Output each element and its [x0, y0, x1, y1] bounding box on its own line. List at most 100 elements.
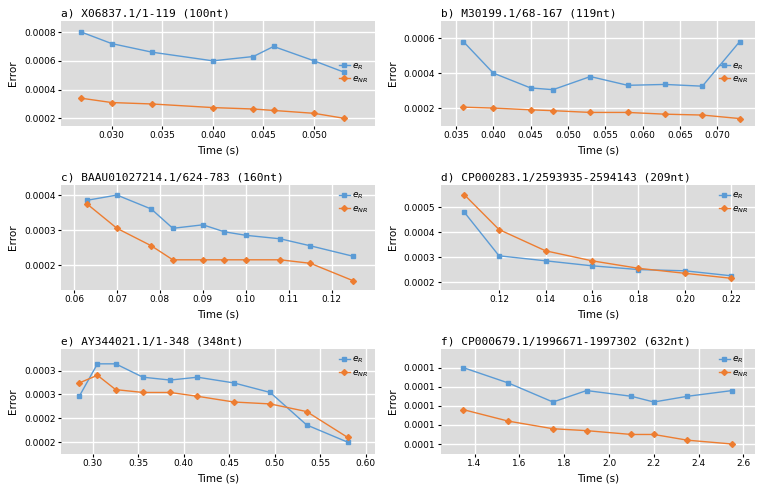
$e_R$ [727, 273, 736, 279]
$e_{NR}$ [504, 418, 513, 424]
$e_{NR}$ [683, 437, 692, 443]
Line: $e_R$: $e_R$ [462, 210, 733, 278]
$e_R$ [241, 232, 250, 238]
$e_R$ [147, 49, 156, 55]
Y-axis label: Error: Error [8, 224, 18, 250]
$e_{NR}$ [306, 260, 315, 266]
Text: f) CP000679.1/1996671-1997302 (632nt): f) CP000679.1/1996671-1997302 (632nt) [441, 337, 691, 346]
$e_R$ [249, 54, 258, 60]
Y-axis label: Error: Error [388, 224, 398, 250]
Text: d) CP000283.1/2593935-2594143 (209nt): d) CP000283.1/2593935-2594143 (209nt) [441, 173, 691, 183]
$e_{NR}$ [112, 225, 121, 231]
$e_{NR}$ [193, 393, 202, 399]
$e_{NR}$ [229, 399, 238, 405]
$e_{NR}$ [138, 390, 147, 396]
$e_R$ [266, 390, 275, 396]
$e_{NR}$ [549, 108, 558, 114]
X-axis label: Time (s): Time (s) [577, 309, 619, 320]
$e_{NR}$ [541, 248, 550, 254]
$e_R$ [698, 83, 707, 89]
$e_R$ [340, 69, 349, 75]
$e_{NR}$ [310, 110, 319, 116]
$e_R$ [649, 399, 658, 405]
$e_{NR}$ [649, 431, 658, 437]
X-axis label: Time (s): Time (s) [197, 146, 239, 155]
$e_R$ [661, 82, 670, 88]
X-axis label: Time (s): Time (s) [197, 309, 239, 320]
X-axis label: Time (s): Time (s) [577, 474, 619, 484]
Line: $e_R$: $e_R$ [85, 193, 356, 258]
$e_{NR}$ [220, 257, 229, 263]
$e_{NR}$ [75, 380, 84, 386]
$e_R$ [459, 365, 468, 370]
$e_{NR}$ [494, 227, 504, 233]
$e_R$ [302, 422, 311, 428]
$e_{NR}$ [459, 191, 468, 197]
Line: $e_R$: $e_R$ [462, 366, 734, 404]
Text: e) AY344021.1/1-348 (348nt): e) AY344021.1/1-348 (348nt) [61, 337, 243, 346]
$e_{NR}$ [269, 107, 278, 113]
$e_R$ [77, 29, 86, 35]
$e_R$ [193, 374, 202, 380]
$e_R$ [111, 361, 121, 367]
Line: $e_{NR}$: $e_{NR}$ [462, 105, 742, 121]
$e_{NR}$ [340, 116, 349, 122]
$e_{NR}$ [623, 110, 633, 116]
$e_R$ [349, 253, 358, 259]
$e_R$ [504, 380, 513, 386]
$e_{NR}$ [266, 401, 275, 407]
Line: $e_R$: $e_R$ [79, 30, 346, 74]
$e_R$ [220, 229, 229, 235]
Y-axis label: Error: Error [388, 388, 398, 414]
Y-axis label: Error: Error [388, 60, 398, 86]
$e_R$ [582, 388, 591, 394]
$e_R$ [681, 268, 690, 274]
$e_R$ [728, 388, 737, 394]
$e_R$ [588, 263, 597, 269]
$e_R$ [208, 58, 217, 64]
$e_R$ [146, 206, 156, 212]
$e_{NR}$ [208, 105, 217, 111]
$e_{NR}$ [147, 101, 156, 107]
Legend: $e_R$, $e_{NR}$: $e_R$, $e_{NR}$ [337, 60, 370, 87]
$e_{NR}$ [107, 99, 116, 105]
$e_R$ [306, 243, 315, 249]
$e_{NR}$ [302, 409, 311, 415]
$e_R$ [634, 267, 643, 273]
$e_{NR}$ [275, 257, 285, 263]
Line: $e_{NR}$: $e_{NR}$ [462, 407, 734, 446]
$e_{NR}$ [343, 434, 352, 440]
$e_R$ [166, 377, 175, 383]
$e_R$ [459, 38, 468, 44]
$e_{NR}$ [681, 271, 690, 277]
Legend: $e_R$, $e_{NR}$: $e_R$, $e_{NR}$ [337, 189, 370, 216]
$e_R$ [494, 253, 504, 259]
$e_R$ [82, 197, 92, 203]
$e_{NR}$ [582, 428, 591, 433]
$e_{NR}$ [459, 104, 468, 110]
$e_{NR}$ [728, 441, 737, 447]
Legend: $e_R$, $e_{NR}$: $e_R$, $e_{NR}$ [717, 353, 750, 380]
$e_R$ [735, 38, 744, 44]
Y-axis label: Error: Error [8, 60, 18, 86]
$e_{NR}$ [241, 257, 250, 263]
$e_{NR}$ [488, 105, 497, 111]
Text: c) BAAU01027214.1/624-783 (160nt): c) BAAU01027214.1/624-783 (160nt) [61, 173, 284, 183]
$e_R$ [93, 361, 102, 367]
$e_{NR}$ [349, 278, 358, 284]
$e_R$ [343, 439, 352, 445]
$e_R$ [138, 374, 147, 380]
$e_{NR}$ [77, 95, 86, 101]
$e_R$ [549, 87, 558, 92]
$e_{NR}$ [249, 106, 258, 112]
$e_R$ [112, 192, 121, 198]
$e_{NR}$ [82, 201, 92, 207]
$e_R$ [275, 236, 285, 242]
$e_R$ [488, 70, 497, 76]
$e_R$ [198, 222, 208, 228]
$e_{NR}$ [198, 257, 208, 263]
Line: $e_{NR}$: $e_{NR}$ [462, 192, 733, 280]
$e_R$ [586, 74, 595, 80]
$e_{NR}$ [146, 243, 156, 249]
$e_{NR}$ [627, 431, 636, 437]
